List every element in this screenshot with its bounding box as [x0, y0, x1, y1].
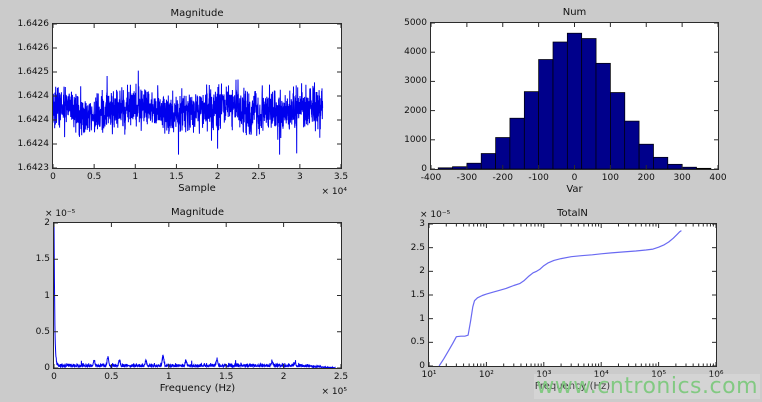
x-tick-label: 100: [601, 173, 619, 183]
x-tick-label: 2.5: [333, 372, 349, 382]
x-tick-label: 2.5: [251, 172, 266, 182]
plot-title: Magnitude: [171, 207, 224, 218]
x-tick-label: 0: [50, 172, 56, 182]
x-tick-label: 10⁵: [651, 370, 667, 380]
x-tick-label: 10¹: [421, 370, 437, 380]
axes-total-noise: TotalN Frequency (Hz) × 10⁻⁵ 10¹ 10² 10³ 10…: [411, 208, 724, 392]
x-tick-label: 0.5: [104, 372, 119, 382]
y-tick-label: 0: [421, 164, 427, 174]
axes-histogram: Num Var -400 -300 -200 -100 0 100 200 300 400 0 10…: [404, 7, 727, 195]
x-tick-label: 1: [165, 372, 172, 382]
y-tick-label: 3: [419, 219, 425, 229]
x-tick-label: 400: [709, 173, 727, 183]
histogram-plot: [431, 23, 718, 169]
x-axis-exponent-label: × 10⁵: [321, 387, 347, 397]
y-tick-label: 3000: [404, 76, 427, 87]
plot-title: Num: [562, 7, 587, 18]
y-tick-label: 0.5: [35, 326, 50, 337]
x-tick-label: 300: [673, 173, 691, 183]
y-tick-label: 2: [419, 266, 425, 277]
y-axis-exponent-label: × 10⁻⁵: [45, 209, 76, 219]
plot-title: TotalN: [557, 208, 588, 219]
axes-signal-magnitude: Magnitude Sample × 10⁴ 0 0.5 1 1.5 2 2.5 3 3.5 1…: [18, 8, 349, 197]
y-tick-label: 1: [44, 290, 50, 301]
x-tick-label: 1.5: [169, 172, 184, 182]
y-tick-label: 1: [419, 313, 425, 324]
signal-trace-plot: [53, 24, 341, 168]
y-tick-label: 1.6424: [17, 139, 50, 149]
spectrum-plot: [54, 223, 341, 368]
y-tick-label: 0: [44, 363, 50, 373]
y-tick-label: 2.5: [410, 242, 425, 253]
x-tick-label: 1.5: [219, 372, 234, 382]
x-tick-label: 10⁶: [708, 370, 724, 380]
y-tick-label: 0: [419, 361, 425, 371]
x-axis-label: Sample: [178, 183, 216, 194]
y-tick-label: 5000: [404, 18, 427, 28]
x-tick-label: -300: [456, 173, 478, 183]
x-tick-label: 0.5: [86, 172, 102, 182]
y-axis-exponent-label: × 10⁻⁵: [420, 210, 451, 220]
watermark-text: www.cntronics.com: [534, 374, 760, 399]
plot-title: Magnitude: [170, 8, 224, 19]
y-tick-label: 2: [44, 218, 50, 228]
x-tick-label: 200: [637, 173, 655, 183]
y-tick-label: 1.5: [35, 254, 50, 265]
x-tick-label: 1: [132, 172, 139, 182]
x-tick-label: 0: [51, 372, 57, 382]
x-axis-label: Frequency (Hz): [534, 381, 611, 392]
y-tick-label: 2000: [404, 105, 427, 116]
y-tick-label: 1.6425: [17, 67, 50, 77]
y-tick-label: 4000: [404, 47, 427, 58]
x-tick-label: 3.5: [333, 172, 349, 182]
y-tick-label: 1.6424: [17, 115, 50, 125]
x-tick-label: 2: [214, 172, 221, 182]
x-tick-label: -400: [420, 173, 442, 183]
x-axis-label: Frequency (Hz): [159, 383, 236, 394]
x-tick-label: 10²: [478, 370, 494, 380]
y-tick-label: 1.6423: [17, 163, 50, 173]
x-tick-label: 10⁴: [593, 370, 609, 380]
total-noise-plot: [429, 224, 716, 366]
x-axis-label: Var: [566, 184, 583, 195]
y-tick-label: 1.6424: [17, 91, 50, 101]
x-tick-label: 3: [296, 172, 303, 182]
y-tick-label: 1.6426: [17, 43, 50, 53]
y-tick-label: 1000: [404, 134, 427, 145]
x-tick-label: 0: [571, 173, 578, 183]
y-tick-label: 0.5: [410, 337, 425, 348]
y-tick-label: 1.5: [410, 290, 425, 300]
x-tick-label: 2: [280, 372, 287, 382]
x-tick-label: 10³: [536, 370, 552, 380]
x-tick-label: -100: [528, 173, 549, 183]
y-tick-label: 1.6426: [17, 19, 50, 29]
x-tick-label: -200: [492, 173, 513, 183]
x-axis-exponent-label: × 10⁴: [321, 187, 347, 197]
